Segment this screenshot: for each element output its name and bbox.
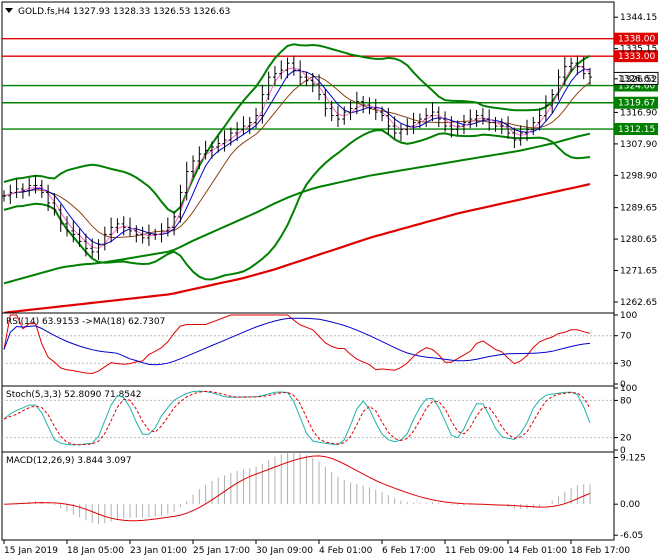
ma-slow-line: [3, 76, 591, 238]
time-axis-label: 23 Jan 01:00: [130, 546, 187, 556]
rsi-ma-line: [3, 317, 591, 366]
price-axis-label: 1316.90: [620, 108, 657, 118]
price-panel: GOLD.fs,H4 1327.93 1328.33 1326.53 1326.…: [1, 1, 659, 315]
time-axis-label: 11 Feb 09:00: [445, 546, 504, 556]
price-axis-label: 1262.65: [620, 298, 657, 308]
ma-mid-line: [3, 68, 590, 245]
indicator-axis-label: 30: [620, 359, 632, 369]
time-axis-label: 6 Feb 17:00: [382, 546, 436, 556]
price-axis-label: 1271.65: [620, 267, 657, 277]
ma-long-green-line: [3, 132, 591, 285]
indicator-axis-label: 20: [620, 434, 632, 444]
time-axis-label: 4 Feb 01:00: [319, 546, 373, 556]
price-axis-label: 1289.65: [620, 204, 657, 214]
indicator-axis-label: 0.00: [620, 500, 640, 510]
rsi-panel: RSI(14) 63.9153 ->MA(18) 62.7307 100 70 30…: [1, 311, 637, 390]
ma-fast-line: [3, 64, 591, 249]
rsi-panel-frame: [1, 312, 615, 387]
indicator-axis-label: 100: [620, 311, 637, 321]
level-label: 1333.00: [618, 52, 655, 62]
indicator-axis-label: -6.05: [620, 531, 643, 541]
level-tag: [614, 32, 658, 45]
time-axis-label: 25 Jan 17:00: [193, 546, 250, 556]
level-label: 1338.00: [618, 35, 655, 45]
level-tag: [614, 123, 658, 136]
indicator-axis-label: 0: [620, 446, 626, 456]
price-axis-label: 1326.52: [620, 75, 657, 85]
current-price-label: 1326.63: [618, 74, 655, 84]
level-label: 1324.60: [618, 82, 655, 92]
indicator-axis-label: 0: [620, 380, 626, 390]
stoch-panel-frame: [1, 385, 615, 453]
indicator-axis-label: 100: [620, 384, 637, 394]
time-axis-label: 14 Feb 01:00: [508, 546, 567, 556]
price-axis-label: 1298.90: [620, 171, 657, 181]
indicator-axis-label: 70: [620, 332, 632, 342]
bollinger-upper-line: [3, 43, 591, 215]
stoch-main-line: [3, 390, 591, 446]
ma-long-red-line: [3, 183, 591, 315]
macd-panel-frame: [1, 451, 615, 541]
indicator-axis-label: 80: [620, 396, 632, 406]
price-axis-label: 1335.15: [620, 45, 657, 55]
level-tag: [614, 96, 658, 109]
price-axis-label: 1280.65: [620, 235, 657, 245]
stoch-panel: Stoch(5,3,3) 52.8090 71.8542 100 80 20 0: [1, 384, 637, 456]
level-tag: [614, 50, 658, 63]
price-axis-label: 1307.90: [620, 140, 657, 150]
macd-signal-line: [3, 455, 591, 522]
stoch-title: Stoch(5,3,3) 52.8090 71.8542: [6, 390, 141, 400]
time-axis-label: 15 Jan 2019: [4, 546, 58, 556]
rsi-line: [3, 314, 591, 375]
time-axis-label: 18 Feb 17:00: [571, 546, 630, 556]
time-axis-label: 18 Jan 05:00: [67, 546, 124, 556]
price-axis-label: 1344.15: [620, 13, 657, 23]
stoch-signal-line: [3, 390, 591, 446]
symbol-dropdown-icon[interactable]: [5, 8, 13, 13]
macd-panel: MACD(12,26,9) 3.844 3.097 9.125 0.00 -6.05: [1, 451, 646, 541]
chart-title: GOLD.fs,H4 1327.93 1328.33 1326.53 1326.…: [18, 7, 230, 17]
rsi-title: RSI(14) 63.9153 ->MA(18) 62.7307: [6, 317, 165, 327]
level-label: 1312.15: [618, 125, 655, 135]
time-axis-label: 30 Jan 09:00: [256, 546, 313, 556]
level-label: 1319.67: [618, 99, 655, 109]
indicator-axis-label: 9.125: [620, 453, 646, 463]
macd-title: MACD(12,26,9) 3.844 3.097: [6, 456, 132, 466]
price-panel-frame: [1, 1, 615, 314]
